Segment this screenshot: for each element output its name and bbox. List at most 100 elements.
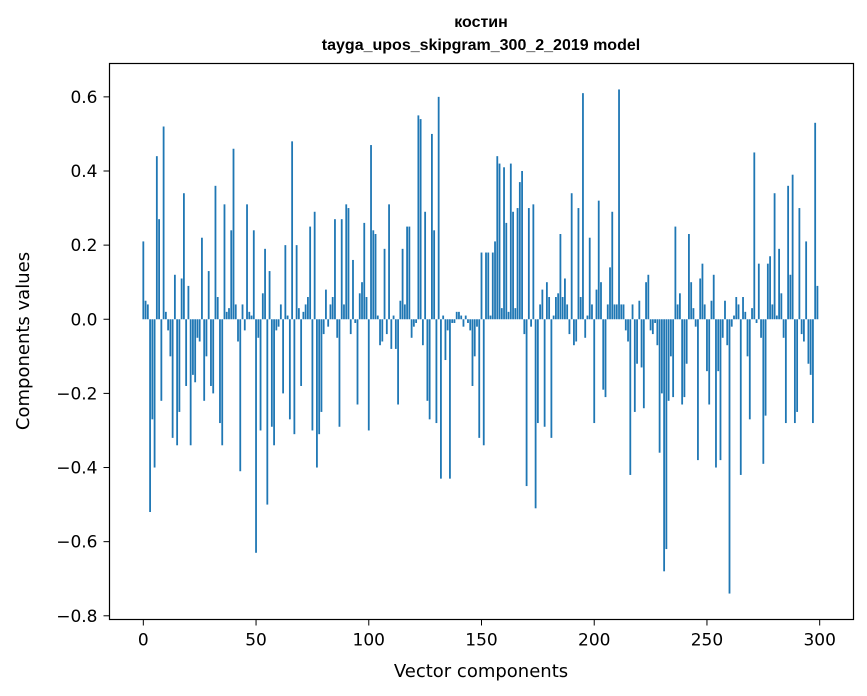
bar xyxy=(757,263,760,320)
bar xyxy=(564,278,566,320)
bar xyxy=(586,315,589,320)
bar xyxy=(444,319,447,361)
bar xyxy=(640,319,643,368)
bar xyxy=(239,319,242,472)
bar xyxy=(311,319,314,431)
bar xyxy=(516,208,519,320)
bar xyxy=(325,289,327,320)
bar xyxy=(784,319,787,424)
bar xyxy=(334,219,336,320)
chart-subtitle: tayga_upos_skipgram_300_2_2019 model xyxy=(322,37,640,54)
bar xyxy=(669,319,672,357)
bar xyxy=(203,319,206,401)
bar xyxy=(620,304,623,320)
bar xyxy=(573,319,575,346)
bar xyxy=(764,319,767,416)
bar xyxy=(155,156,158,320)
bar xyxy=(372,230,375,320)
bar xyxy=(343,304,345,320)
bar xyxy=(295,245,298,320)
bar xyxy=(775,315,778,320)
bar xyxy=(338,319,341,427)
bar xyxy=(388,204,390,320)
bar xyxy=(742,297,744,320)
x-tick-label: 250 xyxy=(691,631,723,651)
bar xyxy=(194,319,197,383)
bar xyxy=(419,119,422,320)
bar xyxy=(748,319,751,420)
bar xyxy=(633,319,636,412)
chart-title: костин xyxy=(454,14,508,31)
bar xyxy=(291,141,294,320)
bar xyxy=(568,319,571,335)
bar xyxy=(187,285,190,320)
y-tick-label: 0.2 xyxy=(70,236,97,256)
bar xyxy=(458,311,460,320)
bar xyxy=(367,319,370,431)
bar xyxy=(719,319,722,461)
bar xyxy=(167,319,170,331)
bar xyxy=(805,241,808,320)
bar xyxy=(399,300,402,320)
bar xyxy=(406,226,408,320)
bar xyxy=(627,319,629,342)
bar xyxy=(577,208,580,320)
bar xyxy=(284,245,287,320)
bar xyxy=(782,319,785,338)
bar xyxy=(365,297,368,320)
bar xyxy=(658,319,661,453)
x-tick-label: 0 xyxy=(138,631,149,651)
bar xyxy=(807,319,810,364)
bar xyxy=(446,319,449,331)
bar xyxy=(198,319,201,342)
bar xyxy=(726,319,729,346)
bar xyxy=(591,304,593,320)
bar xyxy=(221,319,224,446)
bar xyxy=(151,319,154,420)
bar xyxy=(469,319,472,331)
bar xyxy=(597,200,600,320)
bar xyxy=(313,211,316,320)
bar xyxy=(467,319,469,323)
bar xyxy=(518,182,521,320)
bar xyxy=(615,304,618,320)
bar xyxy=(162,126,165,320)
bar xyxy=(762,319,765,464)
bar-series xyxy=(142,89,819,594)
x-tick-label: 200 xyxy=(578,631,610,651)
bar xyxy=(575,319,578,342)
bar xyxy=(521,170,523,320)
bar xyxy=(699,278,702,320)
bar xyxy=(539,304,542,320)
x-tick-label: 150 xyxy=(465,631,497,651)
bar xyxy=(385,319,388,335)
bar xyxy=(701,263,704,320)
bar xyxy=(331,297,334,320)
bar xyxy=(715,319,717,468)
bar xyxy=(527,208,530,320)
bar xyxy=(309,226,312,320)
bar xyxy=(185,319,188,386)
bar xyxy=(645,282,647,320)
bar xyxy=(421,319,424,346)
bar xyxy=(356,319,359,405)
bar xyxy=(570,193,573,320)
bar xyxy=(460,315,463,320)
bar xyxy=(760,319,762,338)
bar xyxy=(674,226,677,320)
bar xyxy=(582,93,584,320)
bar xyxy=(579,297,582,320)
bar xyxy=(629,319,632,475)
bar xyxy=(550,319,553,438)
bar xyxy=(523,319,526,335)
bar xyxy=(232,148,235,320)
bar xyxy=(530,319,532,327)
bar xyxy=(212,319,215,394)
bar xyxy=(609,267,611,320)
bar xyxy=(178,319,181,412)
bar xyxy=(205,319,208,357)
bar xyxy=(651,319,654,335)
bar xyxy=(681,319,684,405)
bar xyxy=(503,167,505,320)
